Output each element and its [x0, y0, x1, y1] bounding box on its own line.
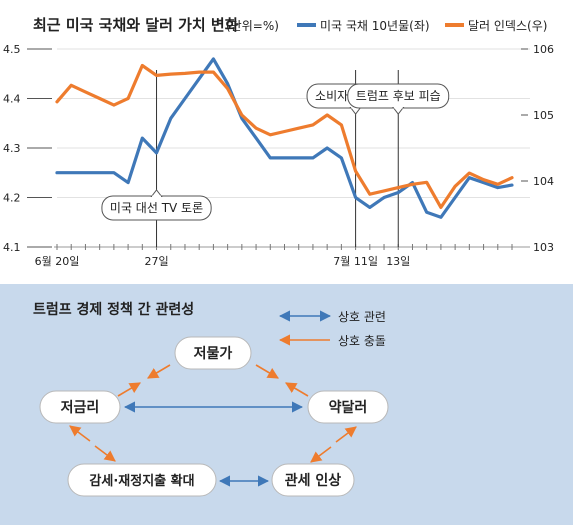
x-tick-label: 6월 20일 [35, 254, 80, 268]
legend-conflict-label: 상호 충돌 [338, 334, 386, 348]
left-tick-label: 4.2 [3, 192, 21, 205]
event-callout: 트럼프 후보 피습 [347, 83, 450, 115]
node-tax-cut-label: 감세·재정지출 확대 [89, 473, 194, 489]
chart-legend: 미국 국채 10년물(좌) 달러 인덱스(우) [297, 19, 547, 33]
arrow-tariff-from-weak-dollar [310, 446, 332, 463]
x-axis: 6월 20일 27일 7월 11일 13일 [35, 244, 530, 268]
series-line-bond-yield [55, 57, 514, 219]
left-tick-label: 4.3 [3, 142, 21, 155]
x-tick-label: 27일 [144, 254, 168, 268]
left-tick-label: 4.5 [3, 43, 21, 56]
node-weak-dollar-label: 약달러 [329, 399, 368, 416]
arrow-low-price-to-low-rate [147, 364, 171, 379]
node-tariff: 관세 인상 [271, 463, 355, 497]
diagram-nodes: 저물가 저금리 약달러 감세·재정지출 확대 관세 인상 [39, 336, 389, 497]
chart-title: 최근 미국 국채와 달러 가치 변화 [33, 16, 239, 34]
x-tick-label: 7월 11일 [333, 254, 378, 268]
diagram-arrows [69, 364, 357, 487]
legend-label-dollar: 달러 인덱스(우) [468, 19, 547, 33]
arrow-weak-dollar-from-tariff [335, 426, 357, 443]
event-callout-label: 미국 대선 TV 토론 [110, 201, 203, 215]
event-callout: 미국 대선 TV 토론 [101, 189, 212, 221]
legend-label-bond: 미국 국채 10년물(좌) [320, 19, 430, 33]
diagram-legend: 상호 관련 상호 충돌 [278, 310, 386, 348]
node-low-rate-label: 저금리 [61, 400, 100, 416]
series-line-dollar-index [55, 63, 514, 209]
x-tick-label: 13일 [386, 254, 410, 268]
event-callout-label: 트럼프 후보 피습 [356, 89, 441, 103]
legend-related-label: 상호 관련 [338, 310, 386, 324]
chart-title-unit: (단위=%) [226, 19, 279, 33]
arrow-weak-dollar-to-low-price [285, 382, 309, 397]
right-tick-label: 105 [533, 109, 554, 122]
right-tick-label: 106 [533, 43, 554, 56]
chart-background [0, 0, 573, 284]
arrow-low-price-to-weak-dollar [255, 364, 279, 379]
series-lines [55, 57, 514, 219]
left-tick-label: 4.1 [3, 241, 21, 254]
left-axis: 4.1 4.2 4.3 4.4 4.5 [3, 43, 52, 254]
node-weak-dollar: 약달러 [307, 390, 389, 424]
arrow-tax-cut-from-low-rate [94, 445, 116, 462]
left-tick-label: 4.4 [3, 93, 21, 106]
diagram-title: 트럼프 경제 정책 간 관련성 [33, 301, 194, 318]
arrow-low-rate-to-low-price [117, 382, 141, 397]
node-tax-cut: 감세·재정지출 확대 [67, 463, 217, 497]
arrow-low-rate-from-tax-cut [69, 425, 91, 442]
node-low-price: 저물가 [174, 336, 252, 370]
node-low-rate: 저금리 [39, 390, 121, 424]
node-low-price-label: 저물가 [194, 346, 233, 362]
right-tick-label: 104 [533, 175, 554, 188]
right-axis: 103 104 105 106 [521, 43, 554, 254]
right-tick-label: 103 [533, 241, 554, 254]
node-tariff-label: 관세 인상 [285, 472, 342, 489]
